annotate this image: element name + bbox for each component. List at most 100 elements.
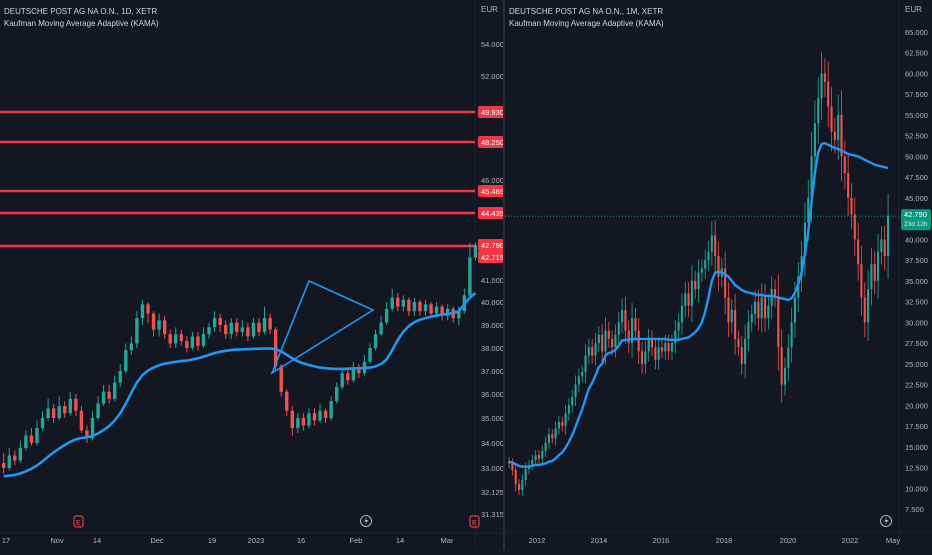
candle[interactable] [96, 396, 100, 421]
candle[interactable] [587, 338, 590, 365]
candle[interactable] [468, 242, 472, 298]
candle[interactable] [373, 329, 378, 351]
candle[interactable] [767, 294, 770, 330]
candle[interactable] [46, 398, 50, 421]
candle[interactable] [710, 221, 713, 267]
candle[interactable] [68, 391, 72, 416]
candle[interactable] [677, 313, 680, 340]
candle[interactable] [714, 220, 717, 272]
candle[interactable] [650, 330, 654, 356]
candle[interactable] [584, 344, 587, 384]
candle[interactable] [823, 58, 826, 97]
kama-line[interactable] [3, 292, 477, 478]
candle[interactable] [847, 154, 850, 216]
candle[interactable] [323, 408, 328, 423]
candle[interactable] [877, 233, 880, 300]
candle[interactable] [514, 462, 517, 492]
candle[interactable] [547, 428, 550, 449]
candle[interactable] [190, 331, 195, 351]
triangle-drawing[interactable] [270, 279, 375, 375]
candle[interactable] [174, 327, 178, 348]
candle[interactable] [118, 364, 122, 388]
candle[interactable] [614, 324, 617, 358]
candle[interactable] [257, 318, 261, 337]
candle[interactable] [446, 304, 450, 321]
candle[interactable] [757, 289, 760, 331]
candle[interactable] [857, 223, 860, 281]
right-chart-panel[interactable]: EUR 65.000 62.500 60.000 57.500 55.000 52.500 5… [505, 0, 932, 550]
candle[interactable] [644, 341, 647, 374]
candle[interactable] [860, 245, 863, 316]
candle[interactable] [747, 310, 750, 351]
candle[interactable] [229, 318, 233, 339]
candle[interactable] [544, 436, 547, 458]
candle[interactable] [750, 304, 753, 332]
candle[interactable] [329, 396, 333, 421]
candle[interactable] [224, 320, 228, 339]
candle[interactable] [351, 361, 356, 383]
candle[interactable] [537, 450, 541, 464]
candle[interactable] [843, 140, 846, 189]
candle[interactable] [581, 365, 584, 383]
candle[interactable] [251, 318, 256, 339]
candle[interactable] [591, 338, 594, 364]
candle[interactable] [637, 317, 640, 365]
candle[interactable] [567, 398, 570, 421]
candle[interactable] [607, 321, 610, 348]
candle[interactable] [734, 293, 737, 355]
candle[interactable] [412, 297, 417, 316]
candle[interactable] [690, 264, 693, 322]
candle[interactable] [451, 306, 455, 323]
candle[interactable] [571, 389, 574, 413]
candle[interactable] [787, 334, 790, 381]
candle[interactable] [883, 225, 886, 270]
candle[interactable] [707, 240, 710, 272]
candle[interactable] [279, 364, 283, 397]
candle[interactable] [307, 408, 311, 428]
candle[interactable] [51, 403, 56, 423]
candle[interactable] [627, 320, 630, 354]
candle[interactable] [318, 403, 322, 423]
candle[interactable] [268, 313, 272, 335]
candle[interactable] [357, 364, 361, 378]
candle[interactable] [521, 474, 524, 496]
candle[interactable] [577, 368, 580, 393]
candle[interactable] [335, 382, 339, 404]
candle[interactable] [541, 445, 544, 465]
candle[interactable] [162, 315, 167, 339]
candle[interactable] [631, 303, 634, 359]
candle[interactable] [717, 241, 720, 292]
candle[interactable] [418, 299, 422, 316]
candle[interactable] [640, 341, 644, 374]
candle[interactable] [740, 336, 743, 375]
candle[interactable] [840, 90, 843, 182]
candle[interactable] [880, 226, 883, 265]
candle[interactable] [654, 337, 657, 370]
candle[interactable] [218, 313, 222, 332]
candle[interactable] [634, 307, 637, 342]
earnings-icon[interactable]: E [73, 515, 84, 528]
candle[interactable] [817, 77, 820, 144]
candle[interactable] [129, 336, 134, 355]
candle[interactable] [57, 396, 61, 421]
candle[interactable] [340, 368, 344, 390]
candle[interactable] [29, 428, 34, 446]
candle[interactable] [697, 259, 700, 303]
candle[interactable] [440, 304, 444, 321]
candle[interactable] [124, 343, 128, 374]
candle[interactable] [35, 420, 39, 446]
candle[interactable] [531, 455, 534, 471]
candle[interactable] [168, 329, 172, 348]
candle[interactable] [407, 297, 411, 316]
candle[interactable] [135, 311, 139, 348]
candle[interactable] [346, 368, 350, 385]
candle[interactable] [362, 354, 367, 376]
candle[interactable] [146, 302, 150, 323]
candle[interactable] [754, 290, 757, 326]
candle[interactable] [157, 313, 161, 337]
candle[interactable] [873, 251, 876, 294]
bolt-icon[interactable] [880, 515, 892, 527]
candle[interactable] [384, 302, 389, 325]
earnings-icon[interactable]: E [469, 515, 480, 528]
monthly-chart[interactable]: EUR 65.000 62.500 60.000 57.500 55.000 52.500 5… [505, 0, 932, 550]
